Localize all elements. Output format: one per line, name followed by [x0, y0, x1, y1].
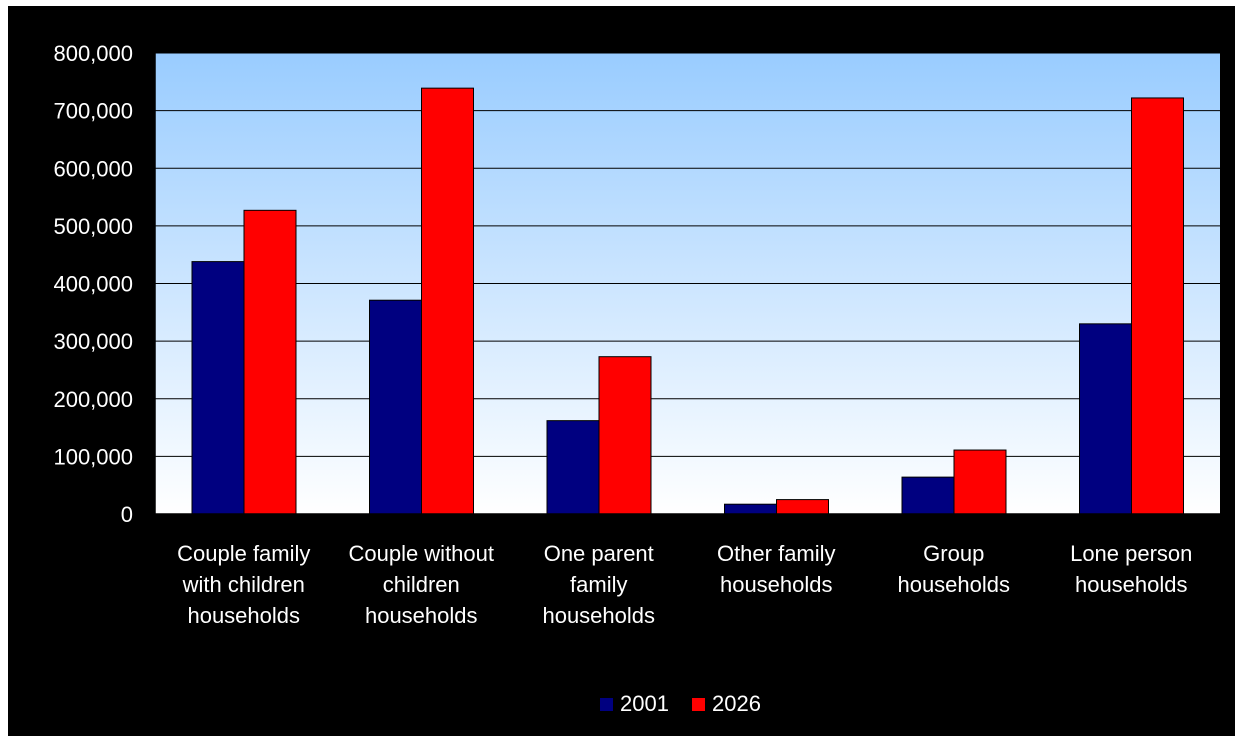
- y-tick-label: 800,000: [53, 41, 133, 66]
- bar-2001-1: [369, 299, 422, 515]
- y-tick-label: 300,000: [53, 329, 133, 354]
- bar-2001-3: [724, 503, 777, 515]
- bar-2026-5: [1131, 97, 1184, 515]
- bars: [191, 87, 1184, 515]
- bar-2001-5: [1079, 323, 1132, 515]
- y-tick-label: 400,000: [53, 272, 133, 297]
- legend-swatch-2026: [692, 698, 705, 711]
- x-tick-label: Other family households: [717, 541, 836, 597]
- bar-2026-0: [243, 209, 297, 515]
- y-tick-label: 600,000: [53, 156, 133, 181]
- bar-2026-3: [776, 499, 829, 515]
- x-tick-label: One parent family households: [542, 541, 655, 628]
- y-axis: 0 100,000 200,000 300,000 400,000 500,000 600,…: [53, 41, 133, 527]
- legend-label: 2001: [620, 691, 669, 716]
- bar-2001-0: [191, 261, 245, 515]
- gridlines: [155, 52, 1220, 515]
- y-tick-label: 700,000: [53, 99, 133, 124]
- x-tick-label: Group households: [897, 541, 1010, 597]
- bar-2026-4: [953, 449, 1007, 515]
- x-tick-label: Couple without children households: [348, 541, 494, 628]
- y-tick-label: 200,000: [53, 387, 133, 412]
- x-tick-label: Lone person households: [1070, 541, 1192, 597]
- x-axis: Couple family with children households Coup…: [154, 53, 1221, 628]
- legend: 2001 2026: [600, 691, 761, 716]
- bar-2026-2: [598, 356, 652, 515]
- x-tick-label: Couple family with children households: [177, 541, 310, 628]
- bar-2001-4: [901, 476, 955, 515]
- bar-2001-2: [546, 420, 600, 515]
- legend-label: 2026: [712, 691, 761, 716]
- legend-swatch-2001: [600, 698, 613, 711]
- y-tick-label: 500,000: [53, 214, 133, 239]
- bar-2026-1: [421, 87, 474, 515]
- y-tick-label: 0: [121, 502, 133, 527]
- y-tick-label: 100,000: [53, 444, 133, 469]
